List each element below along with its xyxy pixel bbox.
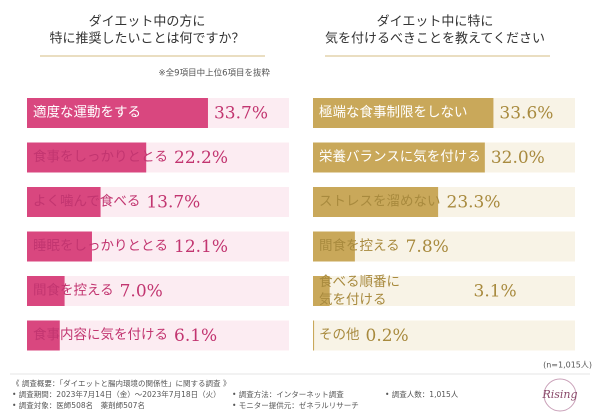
footer-text: • モニター提供元：ゼネラルリサーチ — [232, 400, 359, 410]
bar — [27, 276, 65, 306]
bar — [313, 142, 485, 173]
bar-label: 栄養バランスに気を付ける — [319, 148, 481, 165]
bar-label: 食事をしっかりととる — [33, 148, 168, 165]
bar — [27, 98, 208, 128]
bar — [313, 98, 494, 128]
bar — [27, 142, 147, 173]
row-band — [27, 320, 289, 351]
value-label: 33.7% — [214, 104, 268, 124]
note: ※全9項目中上位6項目を抜粋 — [159, 68, 271, 79]
bar-label: 間食を控える — [319, 237, 400, 254]
chart-title: ダイエット中の方に特に推奨したいことは何ですか？ — [49, 13, 244, 46]
footer-text: • 調査人数：1,015人 — [385, 389, 459, 399]
row-band — [313, 231, 575, 262]
bar — [27, 320, 60, 351]
bar — [27, 231, 92, 262]
bar-label: 適度な運動をする — [33, 104, 141, 121]
value-label: 13.7% — [146, 193, 200, 213]
value-label: 7.0% — [120, 282, 163, 302]
sample-size: (n=1,015人) — [543, 361, 592, 370]
value-label: 7.8% — [406, 237, 449, 257]
bar-label: ストレスを溜めない — [319, 194, 441, 210]
value-label: 0.2% — [366, 326, 409, 346]
logo: Rising — [541, 388, 577, 401]
bar-label: よく噛んで食べる — [33, 193, 140, 210]
bar — [313, 320, 315, 351]
value-label: 6.1% — [174, 326, 217, 346]
bar-label: その他 — [319, 327, 360, 343]
value-label: 23.3% — [447, 193, 501, 213]
footer-text: • 調査期間：2023年7月14日（金）～2023年7月18日（火） — [12, 389, 221, 399]
bar-label: 食事内容に気を付ける — [33, 326, 168, 343]
row-band — [313, 320, 575, 351]
footer-text: • 調査方法：インターネット調査 — [232, 389, 344, 399]
value-label: 33.6% — [499, 104, 553, 124]
bar-label: 食べる順番に気を付ける — [319, 273, 400, 308]
value-label: 3.1% — [474, 282, 517, 302]
row-band — [27, 276, 289, 306]
logo-ring — [543, 378, 577, 412]
bar-label: 極端な食事制限をしない — [319, 104, 468, 121]
value-label: 12.1% — [174, 237, 228, 257]
footer-text: 《 調査概要：「ダイエットと腸内環境の関係性」に関する調査 》 — [12, 378, 230, 388]
chart-title: ダイエット中に特に気を付けるべきことを教えてください — [325, 14, 545, 46]
bar — [27, 187, 101, 217]
bar — [313, 187, 439, 217]
bar-label: 睡眠をしっかりととる — [33, 238, 168, 254]
bar — [313, 276, 330, 306]
value-label: 22.2% — [174, 148, 228, 168]
footer-text: • 調査対象：医師508名 薬剤師507名 — [12, 400, 145, 410]
bar — [313, 231, 355, 262]
footer: 《 調査概要：「ダイエットと腸内環境の関係性」に関する調査 》 • 調査期間：2… — [12, 378, 459, 410]
row-band — [313, 276, 575, 306]
value-label: 32.0% — [491, 148, 545, 168]
bar-label: 間食を控える — [33, 282, 114, 299]
